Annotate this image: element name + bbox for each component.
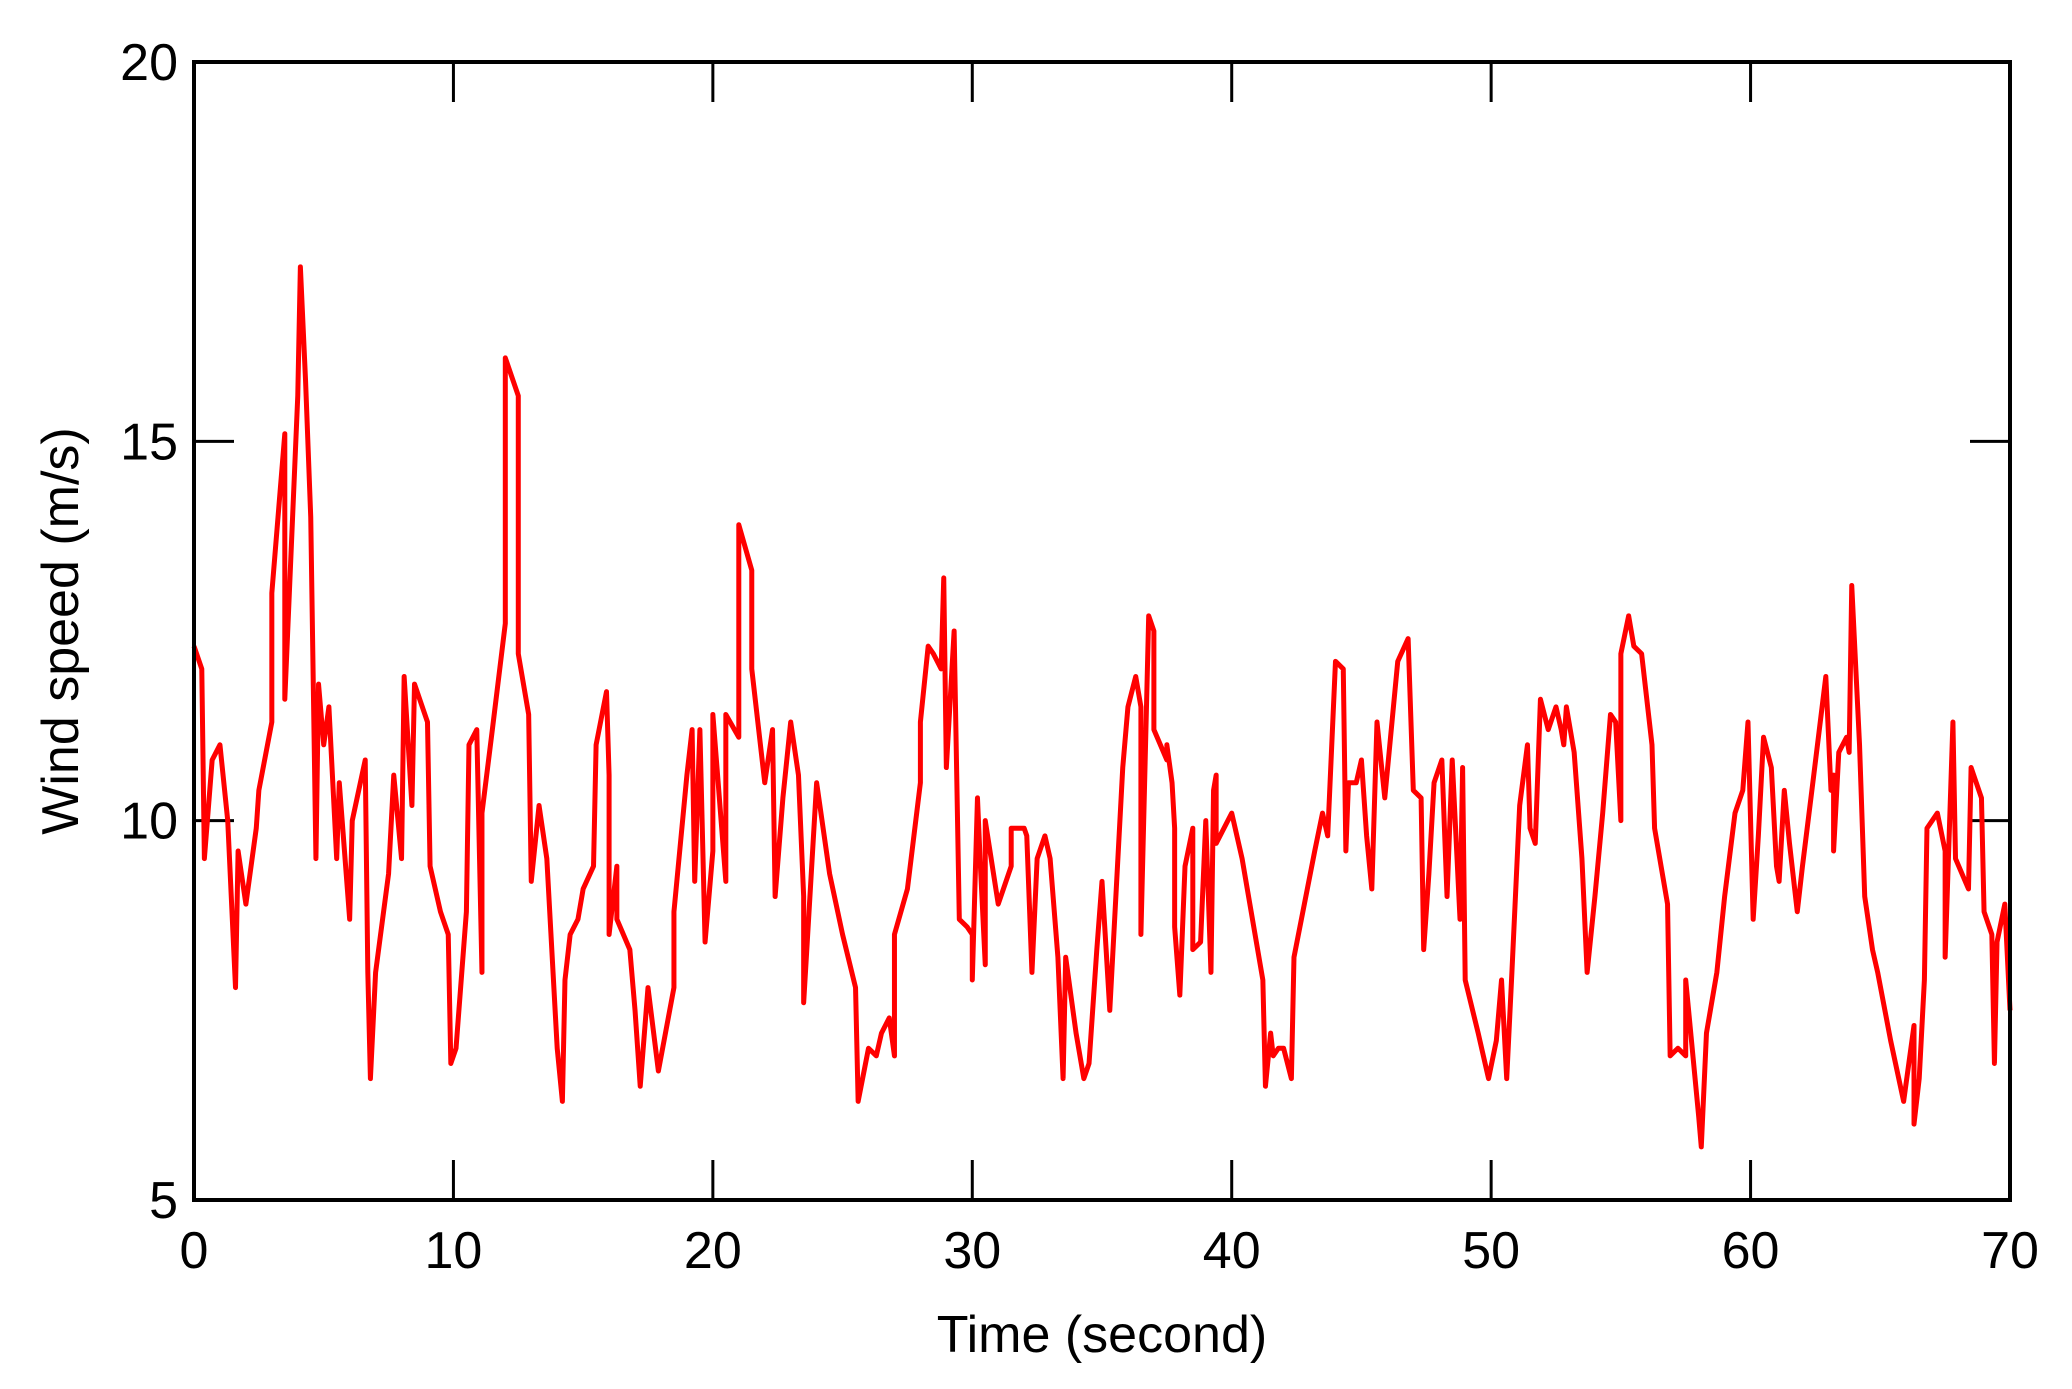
x-tick-label: 60 [1722, 1222, 1780, 1280]
x-tick-label: 20 [684, 1222, 742, 1280]
plot-frame [192, 60, 2012, 1202]
data-line [191, 264, 2013, 1150]
y-tick-label: 15 [120, 413, 178, 471]
y-tick-label: 10 [120, 793, 178, 851]
x-tick-label: 40 [1203, 1222, 1261, 1280]
y-axis-label: Wind speed (m/s) [32, 427, 90, 834]
x-tick-label: 30 [943, 1222, 1001, 1280]
x-tick-label: 0 [180, 1222, 209, 1280]
y-tick-label: 5 [149, 1172, 178, 1230]
y-tick-label: 20 [120, 34, 178, 92]
x-tick-label: 70 [1981, 1222, 2039, 1280]
x-tick-label: 10 [425, 1222, 483, 1280]
x-tick-label: 50 [1462, 1222, 1520, 1280]
x-axis-label: Time (second) [937, 1306, 1267, 1364]
